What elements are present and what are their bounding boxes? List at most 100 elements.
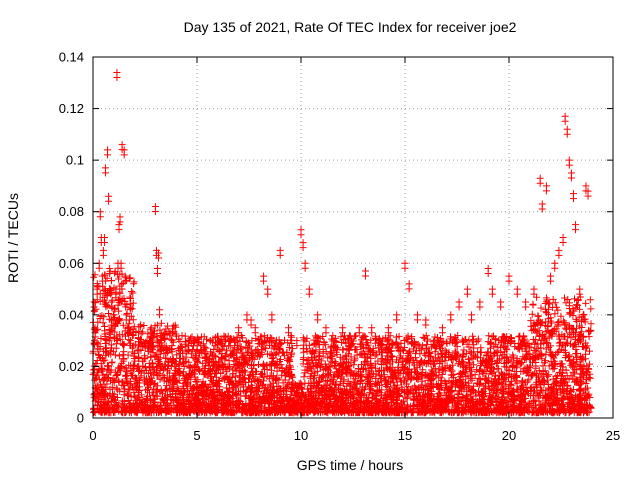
data-point — [235, 329, 243, 337]
data-point — [476, 303, 484, 311]
data-point — [463, 290, 471, 298]
data-point — [530, 290, 538, 298]
data-point — [322, 329, 330, 337]
data-point — [115, 226, 123, 234]
data-point — [361, 272, 369, 280]
data-point — [542, 187, 550, 195]
data-point — [264, 290, 272, 298]
plot-frame — [92, 56, 614, 419]
data-point — [538, 205, 546, 213]
data-point — [422, 321, 430, 329]
data-point — [104, 151, 112, 159]
data-point — [376, 342, 384, 350]
data-point — [330, 342, 338, 350]
data-point — [117, 264, 125, 272]
y-tick-label: 0.12 — [59, 101, 84, 116]
y-tick-label: 0.02 — [59, 359, 84, 374]
data-point — [505, 277, 513, 285]
data-point — [153, 269, 161, 277]
data-point — [98, 277, 106, 285]
tick-layer: 0 0.02 0.04 0.06 0.08 0.1 0.12 0.14 0 5 10 15 20 25 — [59, 50, 621, 444]
data-point — [497, 303, 505, 311]
data-point — [251, 329, 259, 337]
y-axis-title: ROTI / TECUs — [5, 193, 21, 283]
data-point — [101, 169, 109, 177]
data-point — [201, 355, 209, 363]
data-point — [155, 254, 163, 262]
data-point — [484, 269, 492, 277]
x-tick-label: 25 — [606, 428, 620, 443]
data-point — [413, 316, 421, 324]
data-point — [106, 269, 114, 277]
data-point — [555, 251, 563, 259]
data-point — [90, 303, 98, 311]
data-point — [147, 329, 155, 337]
data-point — [584, 192, 592, 200]
data-point — [569, 195, 577, 203]
x-tick-label: 0 — [89, 428, 96, 443]
data-point — [99, 251, 107, 259]
data-point — [522, 303, 530, 311]
data-point — [126, 342, 134, 350]
data-point — [547, 277, 555, 285]
y-tick-label: 0.1 — [66, 153, 84, 168]
data-point — [93, 290, 101, 298]
x-axis-title: GPS time / hours — [297, 457, 404, 473]
y-tick-label: 0.08 — [59, 204, 84, 219]
data-point — [131, 355, 139, 363]
data-point — [247, 321, 255, 329]
x-tick-label: 10 — [294, 428, 308, 443]
data-point — [113, 73, 121, 81]
x-tick-label: 15 — [398, 428, 412, 443]
data-point — [339, 329, 347, 337]
roti-dense-points — [89, 267, 595, 417]
data-point — [513, 290, 521, 298]
data-point — [576, 290, 584, 298]
data-point — [488, 290, 496, 298]
data-point — [96, 213, 104, 221]
data-point — [158, 336, 166, 344]
roti-dense-point-cloud — [89, 267, 595, 417]
data-point — [563, 130, 571, 138]
data-point — [112, 290, 120, 298]
data-point — [110, 316, 118, 324]
chart-title: Day 135 of 2021, Rate Of TEC Index for r… — [184, 19, 517, 35]
data-point — [124, 329, 132, 337]
y-tick-label: 0 — [77, 411, 84, 426]
data-point — [105, 197, 113, 205]
data-point — [162, 355, 170, 363]
data-point — [314, 316, 322, 324]
data-point — [567, 174, 575, 182]
data-point — [572, 226, 580, 234]
data-point — [218, 355, 226, 363]
data-point — [176, 355, 184, 363]
x-tick-label: 5 — [193, 428, 200, 443]
x-tick-label: 20 — [502, 428, 516, 443]
data-point — [393, 316, 401, 324]
data-point — [122, 316, 130, 324]
data-point — [185, 342, 193, 350]
data-point — [120, 151, 128, 159]
data-point — [368, 329, 376, 337]
data-point — [121, 277, 129, 285]
data-point — [293, 342, 301, 350]
data-point — [135, 347, 143, 355]
data-point — [355, 329, 363, 337]
data-point — [168, 342, 176, 350]
data-point — [95, 264, 103, 272]
data-point — [297, 231, 305, 239]
data-point — [151, 208, 159, 216]
data-point — [301, 264, 309, 272]
data-point — [305, 290, 313, 298]
data-point — [116, 218, 124, 226]
data-point — [193, 347, 201, 355]
data-point — [384, 329, 392, 337]
data-point — [580, 316, 588, 324]
data-point — [455, 303, 463, 311]
data-point — [468, 316, 476, 324]
data-point — [276, 251, 284, 259]
data-point — [100, 239, 108, 246]
data-point — [405, 285, 413, 293]
data-point — [210, 362, 218, 370]
data-point — [565, 161, 573, 169]
